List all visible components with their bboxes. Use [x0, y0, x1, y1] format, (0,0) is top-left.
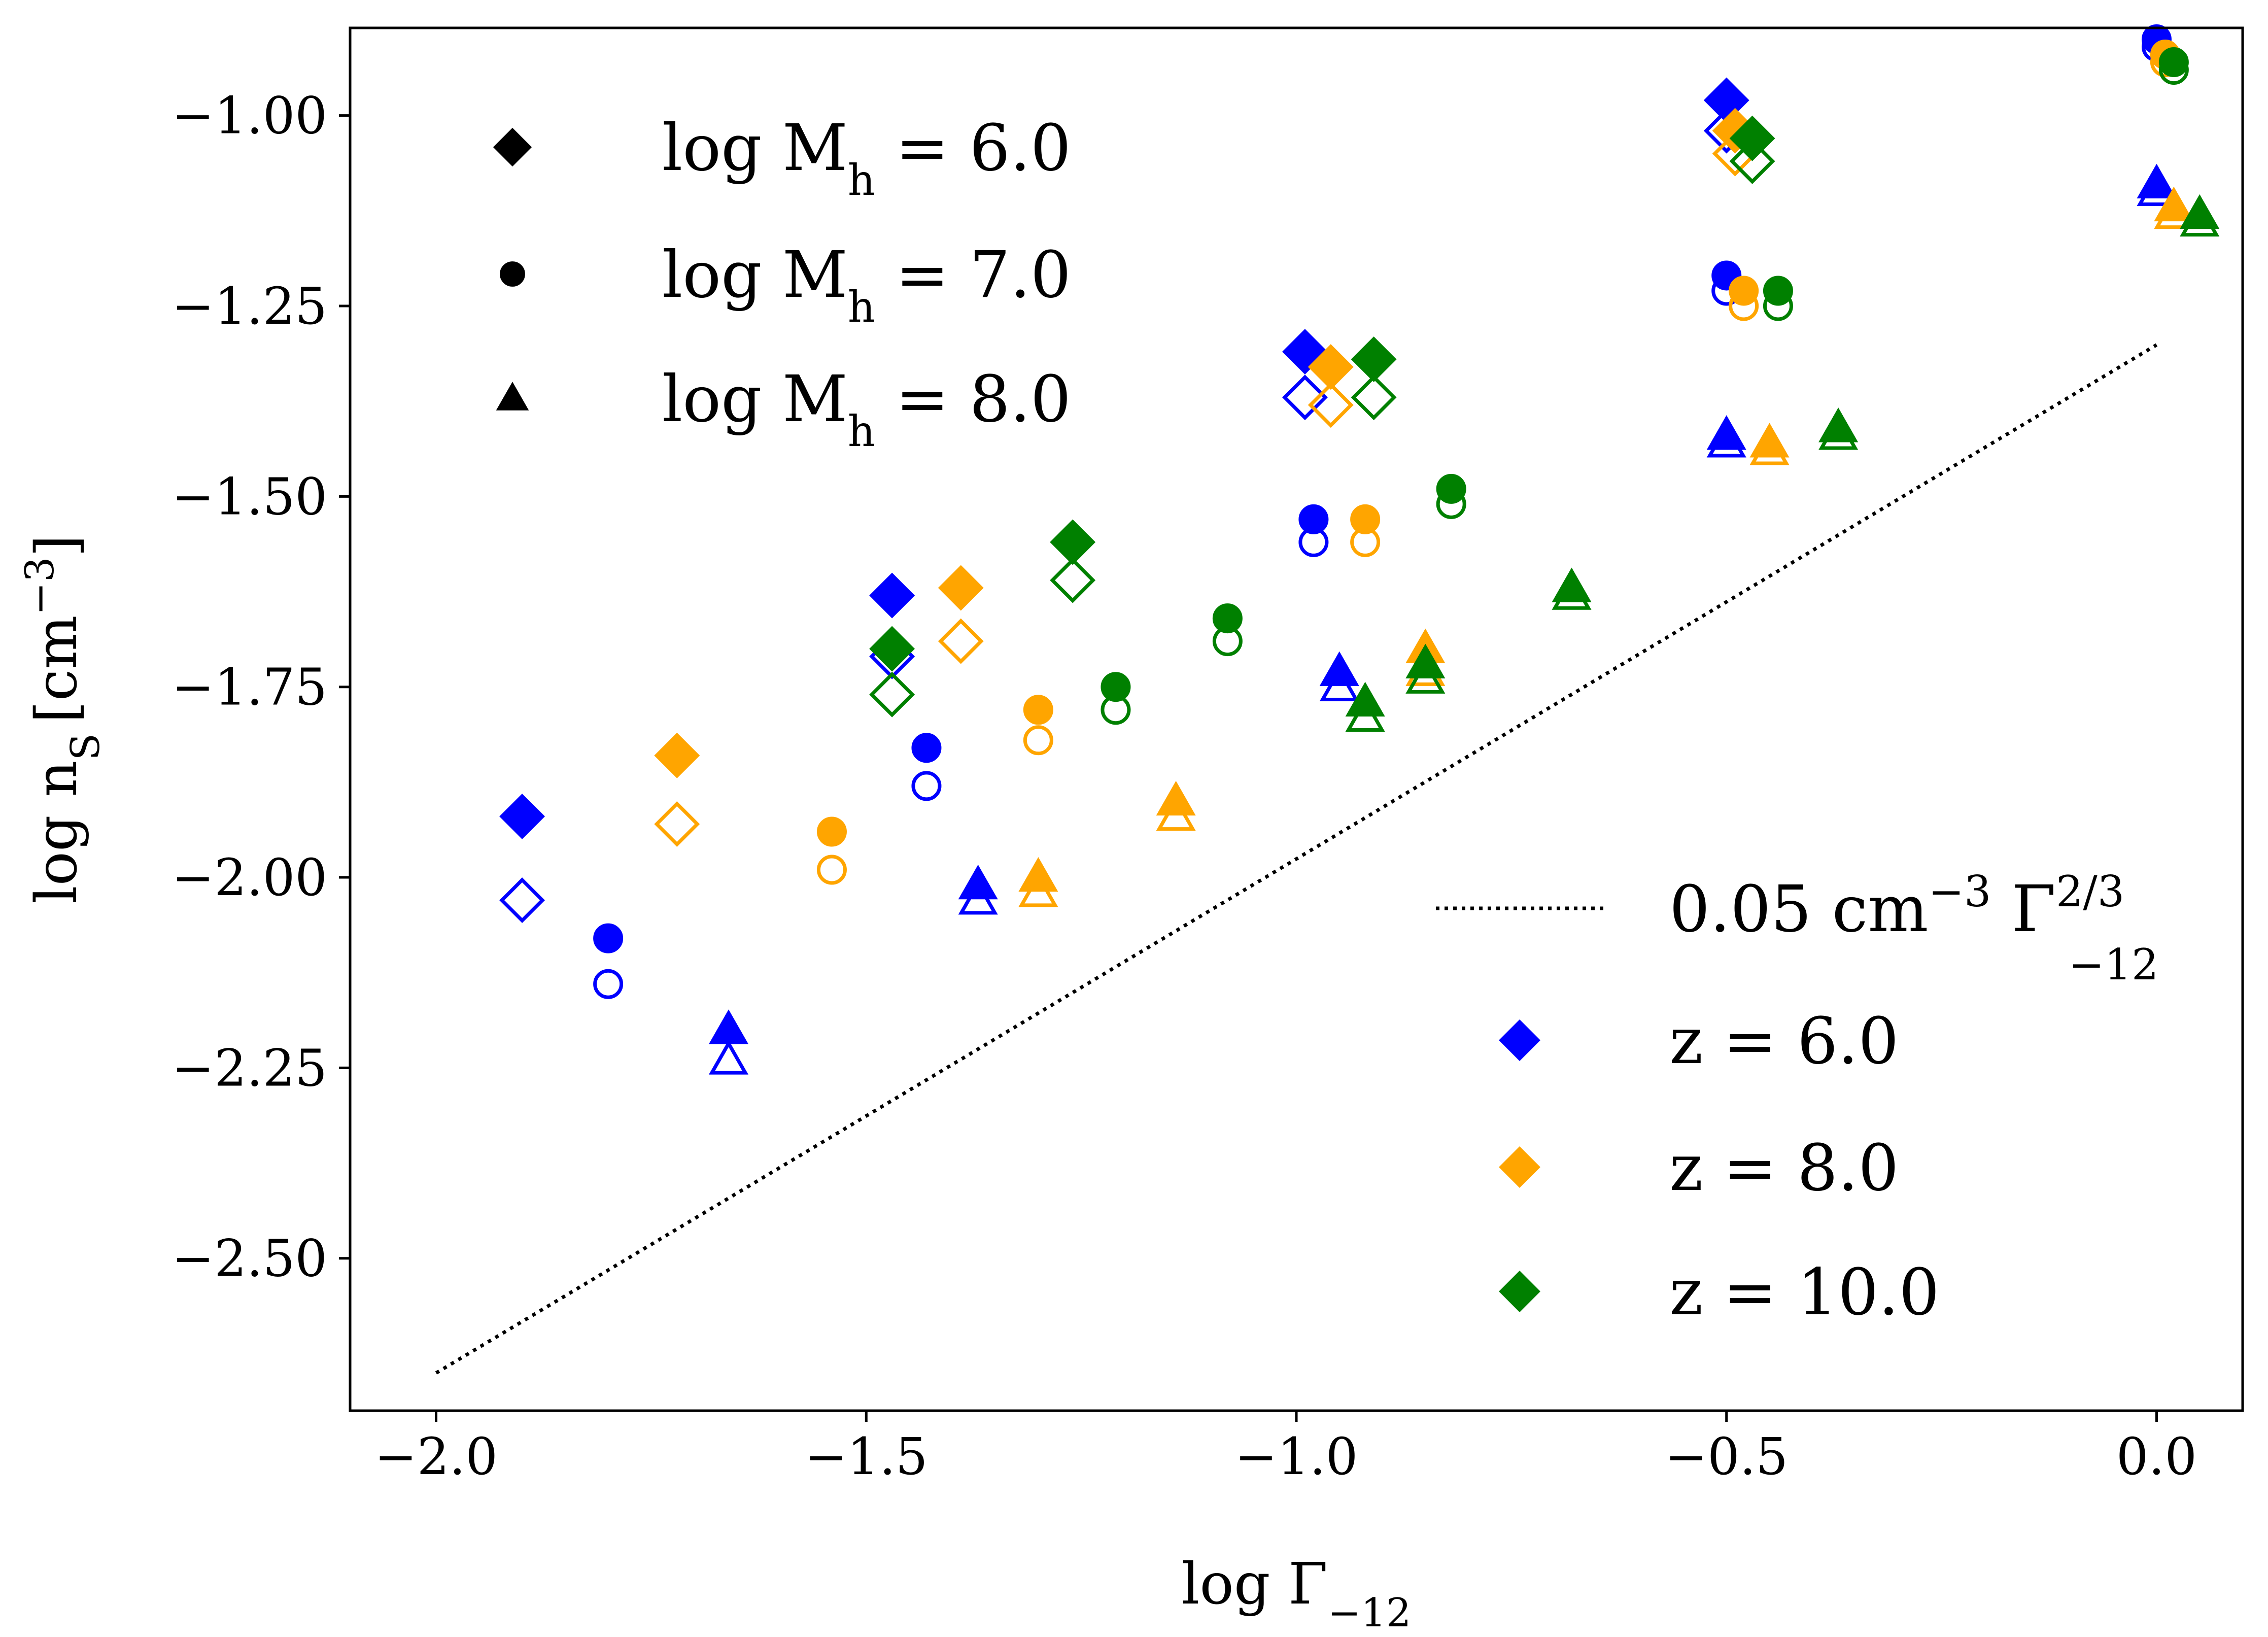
circle-point-filled: [1212, 603, 1243, 634]
circle-point-filled: [1436, 473, 1466, 504]
diamond-point-open: [654, 801, 700, 847]
reference-dotted-line: [435, 343, 2158, 1375]
triangle-point-open: [1552, 575, 1592, 610]
triangle-point-open: [958, 880, 998, 915]
circle-point-filled: [1298, 504, 1329, 534]
legend-marker-label: log Mh = 7.0: [662, 237, 1071, 332]
diamond-point-filled: [869, 626, 915, 672]
triangle-point-open: [1405, 659, 1446, 694]
x-tick-label: 0.0: [2116, 1427, 2197, 1486]
triangle-point-open: [708, 1040, 749, 1075]
y-tick-label: −1.00: [172, 86, 327, 146]
circle-point-open: [2158, 55, 2189, 85]
circle-point-open: [1023, 725, 1053, 756]
diamond-point-open: [1282, 374, 1328, 421]
legend-color-swatch: [1499, 1019, 1540, 1061]
diamond-point-open: [1351, 374, 1397, 421]
color-legend: 0.05 cm−3 Γ2/3 −12 z = 6.0 z = 8.0 z = 10.0: [1436, 867, 2158, 1329]
circle-point-open: [1763, 291, 1793, 321]
y-tick-label: −2.00: [172, 848, 327, 907]
legend-color-swatch: [1499, 1146, 1540, 1188]
diamond-point-filled: [1351, 336, 1397, 383]
circle-point-open: [1729, 291, 1759, 321]
triangle-point-filled: [708, 1009, 749, 1044]
legend-color-label: z = 8.0: [1669, 1131, 1899, 1205]
x-tick-label: −1.0: [1235, 1427, 1358, 1486]
y-axis-label: log nS[cm−3]: [17, 535, 109, 904]
triangle-point-open: [1818, 415, 1859, 450]
diamond-point-filled: [654, 732, 700, 778]
circle-point-open: [1212, 626, 1243, 657]
axis-ticks: −2.0 −1.5 −1.0 −0.5 0.0 −1.00 −1.25 −1.50 −1.75 −…: [172, 86, 2197, 1486]
reference-line-group: [435, 343, 2158, 1375]
y-tick-label: −1.75: [172, 658, 327, 717]
circle-point-open: [911, 771, 942, 801]
circle-point-filled: [593, 923, 624, 953]
plot-frame: [349, 26, 2244, 1412]
triangle-point-open: [1345, 697, 1385, 732]
diamond-point-filled: [938, 565, 984, 611]
diamond-point-filled: [869, 572, 915, 619]
circle-point-filled: [1763, 276, 1793, 306]
diamond-point-open: [499, 877, 545, 924]
legend-line-label: 0.05 cm−3 Γ2/3 −12: [1669, 867, 2158, 990]
circle-point-open: [1436, 489, 1466, 519]
legend-marker-label: log Mh = 8.0: [662, 362, 1071, 456]
circle-point-open: [593, 969, 624, 999]
circle-point-filled: [2158, 47, 2189, 78]
diamond-point-open: [1050, 557, 1096, 603]
y-tick-label: −1.25: [172, 277, 327, 336]
circle-point-filled: [1729, 276, 1759, 306]
y-tick-label: −2.50: [172, 1229, 327, 1288]
circle-point-open: [1101, 695, 1131, 725]
circle-point-open: [1350, 527, 1381, 557]
diamond-point-open: [938, 618, 984, 664]
triangle-point-open: [2180, 201, 2220, 237]
y-tick-label: −2.25: [172, 1038, 327, 1098]
x-axis-label: log Γ−12: [1182, 1551, 1412, 1634]
circle-point-filled: [1101, 672, 1131, 702]
circle-point-open: [816, 855, 847, 885]
legend-marker-label: log Mh = 6.0: [662, 111, 1071, 205]
legend-circle-icon: [500, 261, 525, 287]
x-tick-label: −0.5: [1665, 1427, 1788, 1486]
legend-color-label: z = 6.0: [1669, 1004, 1899, 1078]
circle-point-filled: [1023, 695, 1053, 725]
triangle-point-open: [2137, 171, 2177, 207]
marker-legend: log Mh = 6.0 log Mh = 7.0 log Mh = 8.0: [493, 111, 1071, 456]
diamond-point-filled: [1050, 519, 1096, 565]
circle-point-filled: [911, 733, 942, 763]
triangle-point-open: [1319, 666, 1359, 701]
legend-color-swatch: [1499, 1271, 1540, 1312]
diamond-point-filled: [499, 793, 545, 839]
x-tick-label: −2.0: [374, 1427, 498, 1486]
legend-color-label: z = 10.0: [1669, 1255, 1940, 1329]
diamond-point-filled: [1729, 115, 1775, 161]
legend-triangle-icon: [496, 382, 529, 411]
circle-point-filled: [816, 816, 847, 847]
circle-point-open: [1298, 527, 1329, 557]
x-tick-label: −1.5: [805, 1427, 928, 1486]
triangle-point-open: [2154, 194, 2194, 229]
y-tick-label: −1.50: [172, 467, 327, 526]
diamond-point-open: [1308, 382, 1354, 428]
triangle-point-open: [1706, 423, 1746, 458]
data-points: [499, 24, 2220, 1075]
triangle-point-open: [1749, 430, 1790, 465]
diamond-point-open: [869, 671, 915, 718]
diamond-point-open: [1729, 138, 1775, 184]
triangle-point-open: [1156, 796, 1196, 831]
triangle-point-open: [1018, 872, 1058, 907]
legend-diamond-icon: [493, 127, 532, 167]
circle-point-filled: [1350, 504, 1381, 534]
